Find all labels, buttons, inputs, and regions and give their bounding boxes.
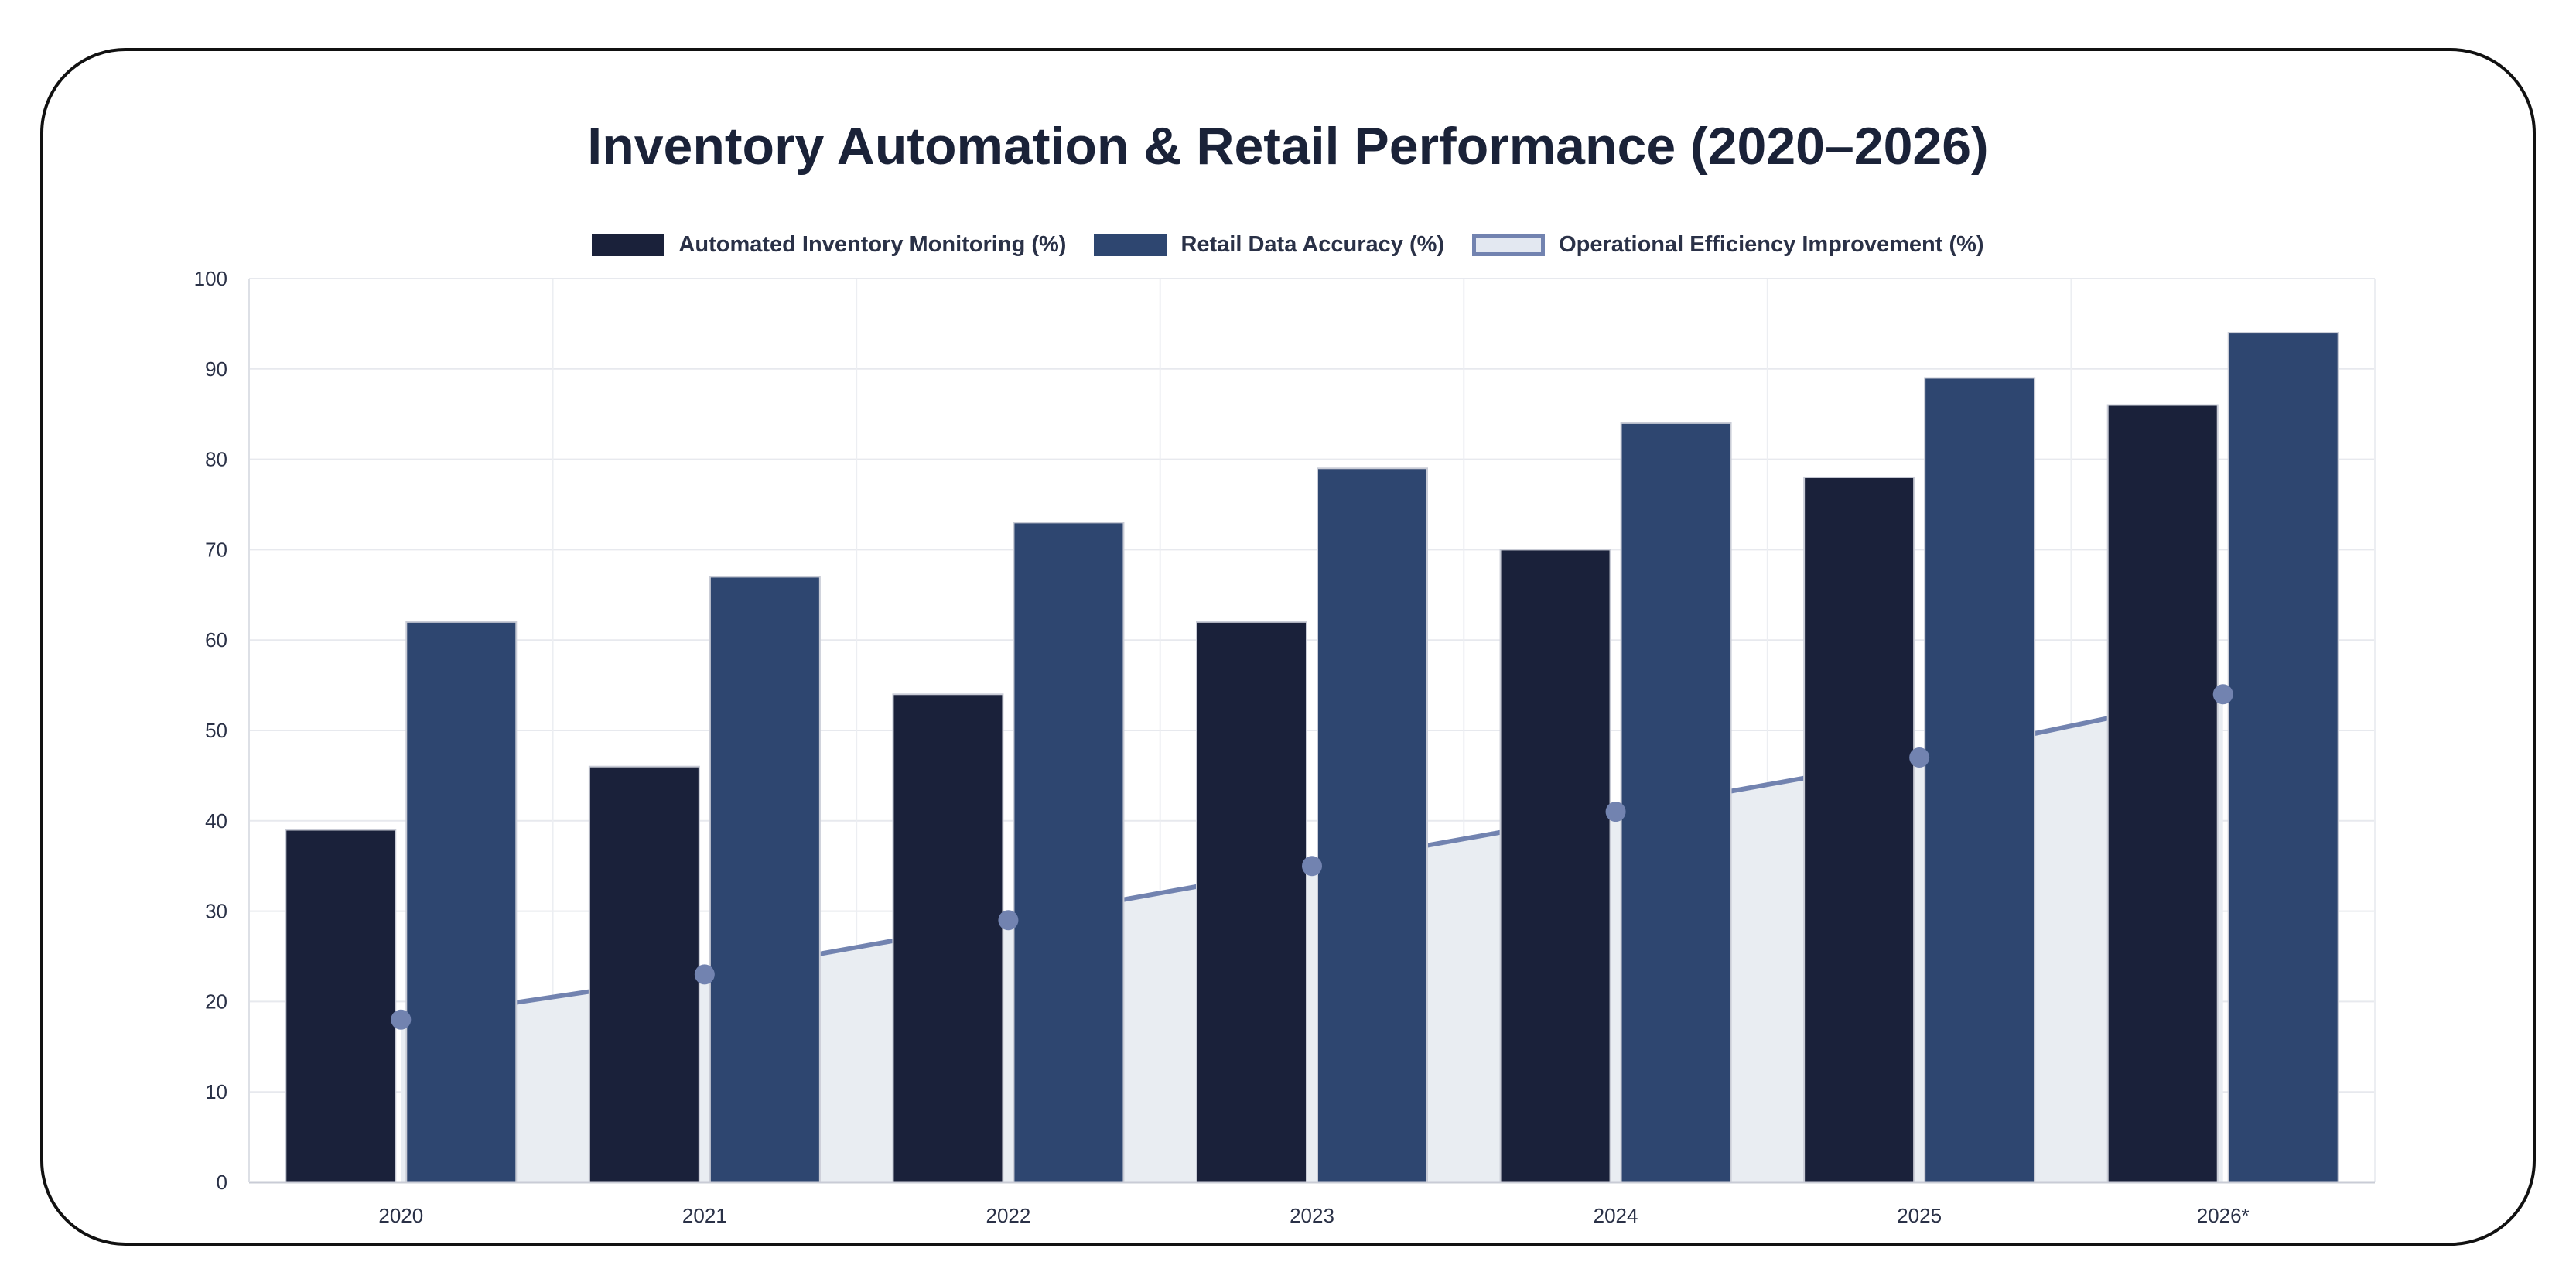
x-tick-label: 2022 xyxy=(986,1204,1031,1227)
point-layer xyxy=(391,684,2233,1030)
chart-title: Inventory Automation & Retail Performanc… xyxy=(587,117,1989,176)
efficiency-point-2022 xyxy=(998,910,1019,931)
legend-swatch-monitoring xyxy=(592,234,665,256)
bar-monitoring-2023 xyxy=(1196,621,1307,1183)
chart-legend: Automated Inventory Monitoring (%) Retai… xyxy=(0,232,2576,258)
bar-monitoring-2021 xyxy=(588,765,700,1183)
y-tick-label: 60 xyxy=(205,628,227,651)
legend-swatch-efficiency xyxy=(1472,234,1546,256)
legend-label-accuracy: Retail Data Accuracy (%) xyxy=(1180,232,1445,257)
efficiency-point-2026* xyxy=(2212,684,2233,705)
x-tick-label: 2024 xyxy=(1594,1204,1638,1227)
legend-label-efficiency: Operational Efficiency Improvement (%) xyxy=(1559,232,1984,257)
efficiency-point-2023 xyxy=(1302,856,1322,877)
bar-accuracy-2021 xyxy=(709,576,821,1183)
efficiency-point-2025 xyxy=(1909,747,1930,768)
axis-layer: 0 10 20 30 40 50 60 70 80 90 100 2020 2021 2022 2023 20… xyxy=(194,267,2375,1227)
x-tick-label: 2023 xyxy=(1290,1204,1334,1227)
efficiency-point-2021 xyxy=(694,964,715,985)
y-tick-label: 0 xyxy=(217,1171,227,1194)
legend-item-monitoring[interactable]: Automated Inventory Monitoring (%) xyxy=(592,232,1066,258)
efficiency-area-fill xyxy=(401,694,2223,1182)
x-tick-label: 2020 xyxy=(378,1204,423,1227)
bar-accuracy-2023 xyxy=(1317,467,1428,1183)
efficiency-point-2020 xyxy=(391,1009,412,1030)
bar-accuracy-2025 xyxy=(1924,377,2036,1184)
y-tick-label: 50 xyxy=(205,719,227,742)
y-tick-label: 100 xyxy=(194,267,227,290)
y-tick-label: 20 xyxy=(205,990,227,1013)
bar-accuracy-2026* xyxy=(2227,332,2339,1184)
y-tick-label: 70 xyxy=(205,538,227,561)
bar-layer xyxy=(285,332,2339,1184)
y-tick-label: 30 xyxy=(205,900,227,923)
x-tick-label: 2021 xyxy=(682,1204,727,1227)
bar-accuracy-2022 xyxy=(1013,522,1125,1183)
y-tick-label: 90 xyxy=(205,357,227,381)
bar-monitoring-2026* xyxy=(2106,404,2219,1183)
bar-monitoring-2025 xyxy=(1803,476,1915,1183)
bar-monitoring-2020 xyxy=(285,829,397,1183)
x-tick-label: 2026* xyxy=(2197,1204,2250,1227)
x-tick-label: 2025 xyxy=(1897,1204,1942,1227)
legend-label-monitoring: Automated Inventory Monitoring (%) xyxy=(678,232,1067,257)
y-tick-label: 80 xyxy=(205,448,227,471)
bar-monitoring-2024 xyxy=(1499,549,1611,1183)
y-tick-label: 10 xyxy=(205,1080,227,1103)
legend-item-accuracy[interactable]: Retail Data Accuracy (%) xyxy=(1094,232,1444,258)
efficiency-point-2024 xyxy=(1605,802,1626,822)
y-tick-label: 40 xyxy=(205,809,227,833)
bar-monitoring-2022 xyxy=(892,693,1004,1183)
legend-item-efficiency[interactable]: Operational Efficiency Improvement (%) xyxy=(1472,232,1984,258)
legend-swatch-accuracy xyxy=(1094,234,1167,256)
bar-accuracy-2020 xyxy=(405,621,518,1183)
bar-accuracy-2024 xyxy=(1620,422,1732,1183)
